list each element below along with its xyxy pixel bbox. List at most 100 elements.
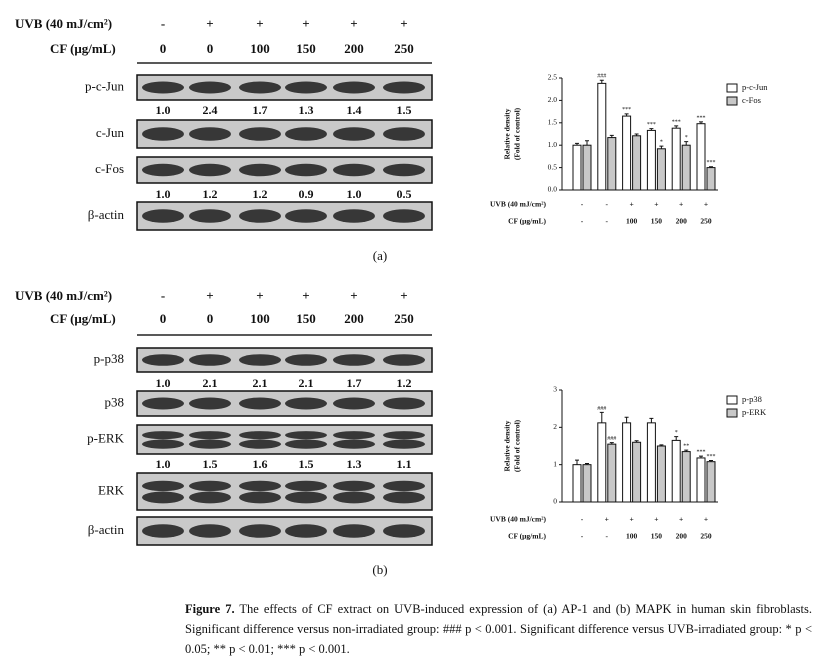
x-tick-label: - bbox=[606, 532, 609, 541]
error-bar bbox=[599, 411, 604, 423]
band bbox=[142, 354, 184, 366]
bar bbox=[632, 135, 642, 191]
significance: *** bbox=[707, 160, 716, 166]
band bbox=[333, 127, 375, 141]
density-value: 1.7 bbox=[347, 376, 362, 390]
x-tick-label: 100 bbox=[626, 217, 638, 226]
band bbox=[142, 431, 184, 440]
bar bbox=[696, 457, 706, 503]
band bbox=[142, 439, 184, 449]
bar bbox=[706, 461, 716, 503]
band bbox=[142, 480, 184, 492]
blot-label: p38 bbox=[105, 394, 125, 409]
band bbox=[142, 163, 184, 177]
bar bbox=[607, 137, 617, 191]
y-tick-label: 0.5 bbox=[548, 162, 558, 171]
density-value: 0.9 bbox=[299, 187, 314, 201]
blot-box bbox=[136, 347, 433, 373]
y-tick-label: 2.0 bbox=[548, 95, 558, 104]
density-value: 1.0 bbox=[156, 187, 171, 201]
x-tick-label: + bbox=[679, 515, 683, 524]
blot-box bbox=[136, 472, 433, 511]
density-value: 1.0 bbox=[156, 457, 171, 471]
x-tick-label: - bbox=[606, 200, 609, 209]
band bbox=[239, 491, 281, 504]
cf-value: 0 bbox=[160, 311, 167, 326]
band bbox=[189, 127, 231, 141]
x-tick-label: 150 bbox=[651, 532, 663, 541]
significance: *** bbox=[647, 122, 656, 128]
blot-label: β-actin bbox=[88, 207, 125, 222]
cf-value: 150 bbox=[296, 311, 316, 326]
density-value: 1.3 bbox=[299, 103, 314, 117]
band bbox=[333, 397, 375, 410]
bar bbox=[671, 127, 681, 191]
uvb-value: + bbox=[302, 16, 309, 31]
x-row-label: UVB (40 mJ/cm²) bbox=[490, 200, 546, 209]
density-value: 1.0 bbox=[347, 187, 362, 201]
uvb-value: + bbox=[350, 288, 357, 303]
band bbox=[189, 354, 231, 366]
legend-label: c-Fos bbox=[742, 95, 761, 105]
y-tick-label: 0 bbox=[553, 497, 557, 506]
error-bar bbox=[609, 442, 614, 445]
bar bbox=[646, 422, 656, 503]
band bbox=[383, 81, 425, 94]
x-tick-label: 200 bbox=[676, 217, 688, 226]
error-bar bbox=[585, 140, 589, 146]
band bbox=[189, 491, 231, 504]
bar bbox=[632, 441, 642, 503]
band bbox=[285, 397, 327, 410]
band bbox=[239, 480, 281, 492]
error-bar bbox=[575, 459, 579, 465]
uvb-value: + bbox=[400, 16, 407, 31]
band bbox=[285, 127, 327, 141]
density-value: 1.4 bbox=[347, 103, 362, 117]
bar bbox=[582, 144, 592, 191]
uvb-label: UVB (40 mJ/cm²) bbox=[15, 288, 112, 303]
band bbox=[239, 439, 281, 449]
band bbox=[333, 431, 375, 440]
bar bbox=[597, 422, 607, 503]
y-tick-label: 0.0 bbox=[548, 185, 558, 194]
error-bar bbox=[634, 133, 639, 136]
blot-label: c-Fos bbox=[95, 161, 124, 176]
error-bar bbox=[585, 463, 589, 465]
density-value: 1.2 bbox=[203, 187, 218, 201]
x-tick-label: - bbox=[581, 515, 584, 524]
blot-box bbox=[136, 390, 433, 417]
density-value: 1.0 bbox=[156, 103, 171, 117]
error-bar bbox=[599, 79, 604, 84]
x-tick-label: + bbox=[629, 515, 633, 524]
uvb-value: + bbox=[206, 16, 213, 31]
x-row-label: CF (μg/mL) bbox=[508, 532, 546, 541]
band bbox=[383, 163, 425, 177]
band bbox=[333, 81, 375, 94]
error-bar bbox=[634, 440, 639, 443]
band bbox=[383, 127, 425, 141]
bar bbox=[597, 82, 607, 191]
band bbox=[239, 397, 281, 410]
y-axis-label: (Fold of control) bbox=[513, 107, 522, 160]
error-bar bbox=[684, 449, 689, 452]
band bbox=[189, 431, 231, 440]
panel-label: (a) bbox=[373, 248, 387, 263]
density-value: 2.4 bbox=[203, 103, 218, 117]
band bbox=[142, 524, 184, 538]
cf-value: 150 bbox=[296, 41, 316, 56]
blot-box bbox=[136, 74, 433, 101]
error-bar bbox=[649, 128, 654, 131]
error-bar bbox=[709, 460, 713, 462]
x-row-label: UVB (40 mJ/cm²) bbox=[490, 515, 546, 524]
significance: *** bbox=[707, 454, 716, 460]
blot-label: c-Jun bbox=[96, 125, 125, 140]
band bbox=[239, 524, 281, 538]
x-tick-label: + bbox=[704, 515, 708, 524]
x-tick-label: - bbox=[581, 217, 584, 226]
band bbox=[285, 480, 327, 492]
cf-value: 200 bbox=[344, 311, 364, 326]
x-tick-label: 100 bbox=[626, 532, 638, 541]
blot-label: p-p38 bbox=[94, 351, 124, 366]
cf-value: 200 bbox=[344, 41, 364, 56]
